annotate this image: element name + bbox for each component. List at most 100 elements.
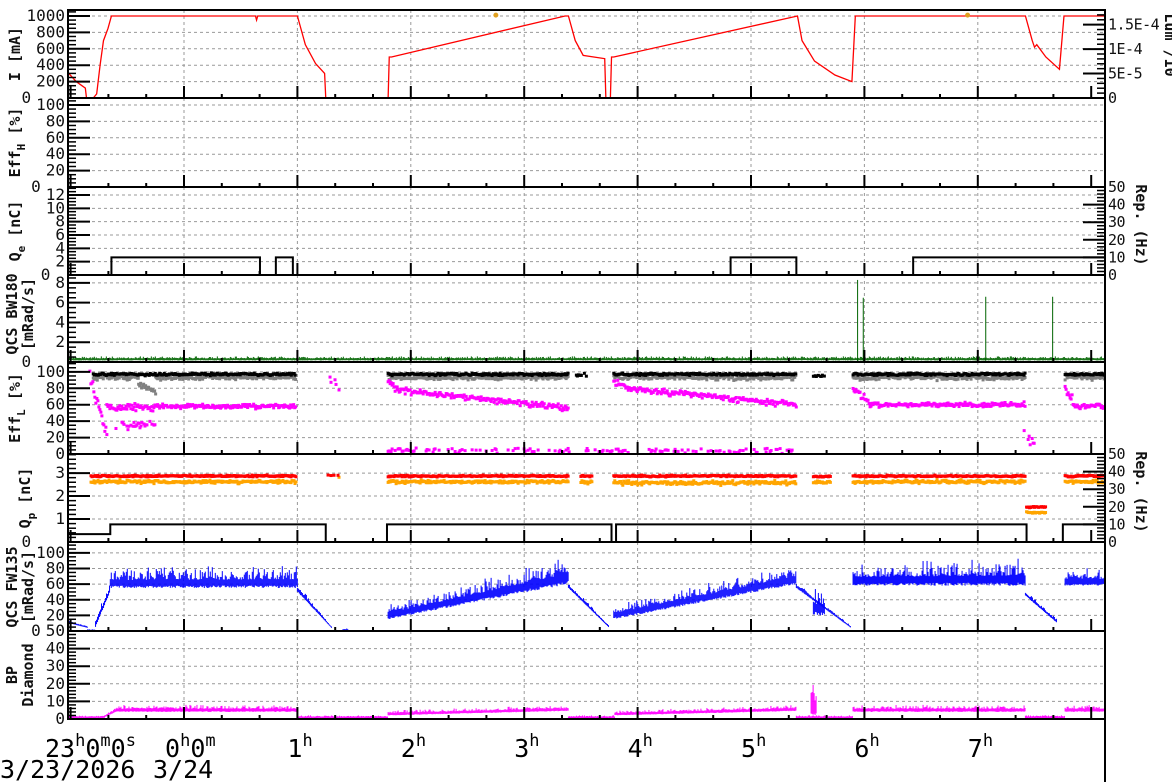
data-point — [516, 373, 520, 377]
y-tick-label: 0 — [41, 265, 51, 284]
data-point — [680, 482, 684, 486]
data-point — [511, 375, 515, 379]
data-point — [1063, 378, 1067, 382]
data-point — [734, 451, 738, 454]
data-point — [496, 378, 500, 382]
data-point — [686, 482, 690, 486]
data-point — [991, 403, 995, 407]
data-point — [269, 376, 273, 380]
data-point — [513, 447, 517, 451]
data-point — [650, 377, 654, 381]
data-point — [292, 479, 296, 483]
data-point — [529, 403, 533, 407]
data-point — [141, 407, 145, 411]
data-point — [153, 389, 157, 393]
data-point — [520, 377, 524, 381]
data-point — [163, 374, 167, 378]
data-point — [919, 403, 923, 407]
data-point — [292, 371, 296, 375]
data-point — [925, 374, 929, 378]
data-point — [398, 375, 402, 379]
data-point — [585, 446, 589, 450]
data-point — [766, 399, 770, 403]
data-point — [448, 393, 452, 397]
data-point — [906, 371, 910, 375]
data-point — [944, 478, 948, 482]
data-point — [532, 450, 536, 454]
data-point — [421, 392, 425, 396]
data-point — [643, 372, 647, 376]
data-point — [740, 398, 744, 402]
data-point — [489, 481, 493, 485]
data-point — [621, 371, 625, 375]
data-point — [882, 376, 886, 380]
data-point — [1072, 371, 1076, 375]
data-point — [647, 447, 651, 451]
data-point — [451, 394, 455, 398]
data-point — [661, 373, 665, 377]
data-point — [705, 378, 709, 382]
data-point — [479, 395, 483, 399]
data-point — [123, 407, 127, 411]
data-point — [975, 478, 979, 482]
data-point — [293, 375, 297, 379]
data-point — [265, 374, 269, 378]
data-point — [527, 481, 531, 485]
right-tick-label: 20 — [1108, 231, 1126, 249]
data-point — [401, 377, 405, 381]
data-point — [681, 480, 685, 484]
data-point — [534, 400, 538, 404]
data-point — [982, 401, 986, 405]
data-point — [142, 422, 146, 426]
data-point — [682, 393, 686, 397]
data-point — [1028, 443, 1032, 447]
data-point — [549, 404, 553, 408]
data-point — [491, 397, 495, 401]
data-point — [271, 375, 275, 379]
data-point — [156, 479, 160, 483]
data-point — [623, 448, 627, 452]
data-point — [721, 398, 725, 402]
data-point — [940, 377, 944, 381]
data-point — [211, 481, 215, 485]
data-point — [769, 376, 773, 380]
data-point — [186, 375, 190, 379]
data-point — [459, 481, 463, 485]
data-point — [132, 420, 136, 424]
data-point — [785, 448, 789, 452]
data-point — [496, 397, 500, 401]
data-point — [670, 390, 674, 394]
data-point — [108, 407, 112, 411]
data-point — [118, 478, 122, 482]
data-point — [138, 405, 142, 409]
data-point — [91, 480, 95, 484]
data-point — [759, 399, 763, 403]
data-point — [660, 449, 664, 453]
data-point — [201, 377, 205, 381]
data-point — [1080, 377, 1084, 381]
data-point — [394, 482, 398, 486]
data-point — [174, 406, 178, 410]
data-point — [551, 403, 555, 407]
data-point — [333, 378, 337, 382]
data-point — [113, 377, 117, 381]
data-point — [732, 450, 736, 454]
data-point — [668, 394, 672, 398]
data-point — [499, 479, 503, 483]
data-point — [714, 449, 718, 453]
data-point — [122, 422, 126, 426]
data-point — [870, 479, 874, 483]
data-point — [731, 400, 735, 404]
data-point — [765, 397, 769, 401]
data-point — [745, 480, 749, 484]
data-point — [642, 387, 646, 391]
data-point — [989, 404, 993, 408]
data-point — [718, 394, 722, 398]
y-tick-label: 60 — [46, 128, 65, 147]
data-point — [158, 376, 162, 380]
data-point — [609, 450, 613, 454]
data-point — [528, 447, 532, 451]
data-point — [138, 384, 142, 388]
data-point — [1074, 405, 1078, 409]
data-point — [450, 392, 454, 396]
